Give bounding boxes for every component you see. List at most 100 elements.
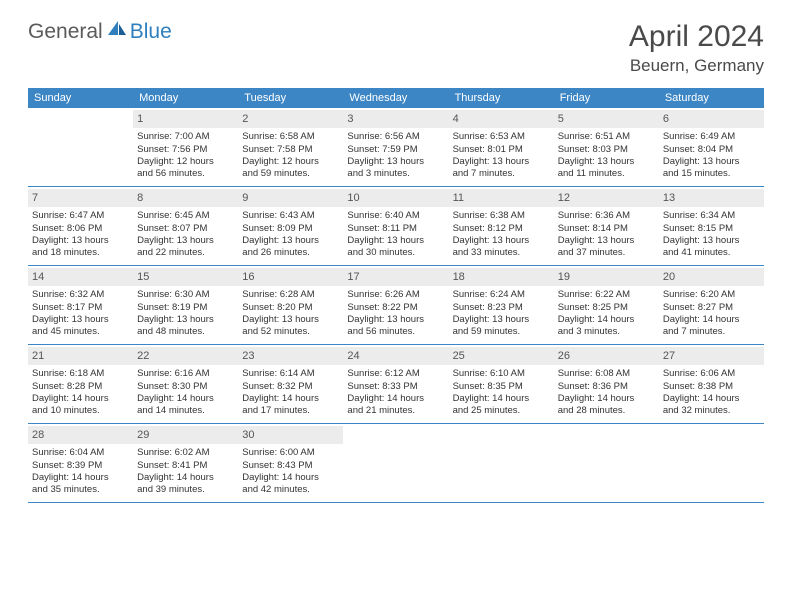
day-number: 24 xyxy=(343,347,448,365)
daylight-line-1: Daylight: 13 hours xyxy=(453,235,550,247)
day-cell: 29Sunrise: 6:02 AMSunset: 8:41 PMDayligh… xyxy=(133,424,238,502)
day-cell: 17Sunrise: 6:26 AMSunset: 8:22 PMDayligh… xyxy=(343,266,448,344)
day-number: 4 xyxy=(449,110,554,128)
sunset-line: Sunset: 8:15 PM xyxy=(663,223,760,235)
week-row: 21Sunrise: 6:18 AMSunset: 8:28 PMDayligh… xyxy=(28,345,764,424)
title-block: April 2024 Beuern, Germany xyxy=(629,20,764,76)
sunrise-line: Sunrise: 6:28 AM xyxy=(242,289,339,301)
sunset-line: Sunset: 8:36 PM xyxy=(558,381,655,393)
day-cell: 23Sunrise: 6:14 AMSunset: 8:32 PMDayligh… xyxy=(238,345,343,423)
daylight-line-2: and 11 minutes. xyxy=(558,168,655,180)
sunrise-line: Sunrise: 6:47 AM xyxy=(32,210,129,222)
daylight-line-1: Daylight: 14 hours xyxy=(663,314,760,326)
day-cell: 10Sunrise: 6:40 AMSunset: 8:11 PMDayligh… xyxy=(343,187,448,265)
daylight-line-2: and 18 minutes. xyxy=(32,247,129,259)
sunset-line: Sunset: 8:04 PM xyxy=(663,144,760,156)
day-cell: 28Sunrise: 6:04 AMSunset: 8:39 PMDayligh… xyxy=(28,424,133,502)
sunrise-line: Sunrise: 6:53 AM xyxy=(453,131,550,143)
day-cell: 21Sunrise: 6:18 AMSunset: 8:28 PMDayligh… xyxy=(28,345,133,423)
week-row: 14Sunrise: 6:32 AMSunset: 8:17 PMDayligh… xyxy=(28,266,764,345)
daylight-line-1: Daylight: 13 hours xyxy=(347,235,444,247)
sunset-line: Sunset: 8:22 PM xyxy=(347,302,444,314)
daylight-line-1: Daylight: 14 hours xyxy=(558,314,655,326)
sunrise-line: Sunrise: 6:40 AM xyxy=(347,210,444,222)
day-number: 23 xyxy=(238,347,343,365)
day-number: 18 xyxy=(449,268,554,286)
daylight-line-2: and 10 minutes. xyxy=(32,405,129,417)
sunrise-line: Sunrise: 6:14 AM xyxy=(242,368,339,380)
daylight-line-1: Daylight: 14 hours xyxy=(137,472,234,484)
daylight-line-1: Daylight: 14 hours xyxy=(242,472,339,484)
day-number: 15 xyxy=(133,268,238,286)
sunset-line: Sunset: 8:28 PM xyxy=(32,381,129,393)
day-cell xyxy=(449,424,554,502)
daylight-line-2: and 48 minutes. xyxy=(137,326,234,338)
week-row: 28Sunrise: 6:04 AMSunset: 8:39 PMDayligh… xyxy=(28,424,764,503)
sunset-line: Sunset: 8:30 PM xyxy=(137,381,234,393)
daylight-line-2: and 3 minutes. xyxy=(347,168,444,180)
sunset-line: Sunset: 8:07 PM xyxy=(137,223,234,235)
daylight-line-1: Daylight: 13 hours xyxy=(663,156,760,168)
day-number: 2 xyxy=(238,110,343,128)
daylight-line-2: and 30 minutes. xyxy=(347,247,444,259)
day-cell xyxy=(554,424,659,502)
day-number: 30 xyxy=(238,426,343,444)
daylight-line-2: and 14 minutes. xyxy=(137,405,234,417)
daylight-line-2: and 56 minutes. xyxy=(347,326,444,338)
sunrise-line: Sunrise: 7:00 AM xyxy=(137,131,234,143)
daylight-line-2: and 25 minutes. xyxy=(453,405,550,417)
day-number: 14 xyxy=(28,268,133,286)
sunrise-line: Sunrise: 6:56 AM xyxy=(347,131,444,143)
day-cell xyxy=(659,424,764,502)
daylight-line-1: Daylight: 13 hours xyxy=(663,235,760,247)
sunrise-line: Sunrise: 6:20 AM xyxy=(663,289,760,301)
daylight-line-1: Daylight: 14 hours xyxy=(663,393,760,405)
day-cell: 30Sunrise: 6:00 AMSunset: 8:43 PMDayligh… xyxy=(238,424,343,502)
day-number: 28 xyxy=(28,426,133,444)
daylight-line-1: Daylight: 13 hours xyxy=(242,314,339,326)
daylight-line-2: and 59 minutes. xyxy=(242,168,339,180)
daylight-line-2: and 17 minutes. xyxy=(242,405,339,417)
dow-cell: Wednesday xyxy=(343,88,448,108)
daylight-line-2: and 15 minutes. xyxy=(663,168,760,180)
header: General Blue April 2024 Beuern, Germany xyxy=(0,0,792,84)
day-number: 20 xyxy=(659,268,764,286)
daylight-line-2: and 21 minutes. xyxy=(347,405,444,417)
daylight-line-1: Daylight: 13 hours xyxy=(32,314,129,326)
daylight-line-2: and 7 minutes. xyxy=(663,326,760,338)
daylight-line-1: Daylight: 14 hours xyxy=(347,393,444,405)
sunrise-line: Sunrise: 6:00 AM xyxy=(242,447,339,459)
week-row: 7Sunrise: 6:47 AMSunset: 8:06 PMDaylight… xyxy=(28,187,764,266)
sunset-line: Sunset: 8:41 PM xyxy=(137,460,234,472)
sunrise-line: Sunrise: 6:43 AM xyxy=(242,210,339,222)
day-number: 6 xyxy=(659,110,764,128)
day-number: 29 xyxy=(133,426,238,444)
daylight-line-2: and 39 minutes. xyxy=(137,484,234,496)
day-cell: 20Sunrise: 6:20 AMSunset: 8:27 PMDayligh… xyxy=(659,266,764,344)
daylight-line-1: Daylight: 14 hours xyxy=(137,393,234,405)
day-cell: 19Sunrise: 6:22 AMSunset: 8:25 PMDayligh… xyxy=(554,266,659,344)
day-of-week-header: SundayMondayTuesdayWednesdayThursdayFrid… xyxy=(28,88,764,108)
dow-cell: Tuesday xyxy=(238,88,343,108)
sunset-line: Sunset: 8:09 PM xyxy=(242,223,339,235)
sunrise-line: Sunrise: 6:16 AM xyxy=(137,368,234,380)
sunrise-line: Sunrise: 6:22 AM xyxy=(558,289,655,301)
daylight-line-2: and 3 minutes. xyxy=(558,326,655,338)
daylight-line-1: Daylight: 13 hours xyxy=(137,314,234,326)
day-number: 7 xyxy=(28,189,133,207)
sunset-line: Sunset: 8:25 PM xyxy=(558,302,655,314)
day-cell: 5Sunrise: 6:51 AMSunset: 8:03 PMDaylight… xyxy=(554,108,659,186)
sunrise-line: Sunrise: 6:24 AM xyxy=(453,289,550,301)
day-number: 16 xyxy=(238,268,343,286)
day-number: 1 xyxy=(133,110,238,128)
daylight-line-2: and 56 minutes. xyxy=(137,168,234,180)
daylight-line-2: and 7 minutes. xyxy=(453,168,550,180)
day-cell: 14Sunrise: 6:32 AMSunset: 8:17 PMDayligh… xyxy=(28,266,133,344)
daylight-line-1: Daylight: 13 hours xyxy=(558,235,655,247)
sunset-line: Sunset: 8:33 PM xyxy=(347,381,444,393)
sunrise-line: Sunrise: 6:10 AM xyxy=(453,368,550,380)
sunrise-line: Sunrise: 6:49 AM xyxy=(663,131,760,143)
week-row: 1Sunrise: 7:00 AMSunset: 7:56 PMDaylight… xyxy=(28,108,764,187)
sunset-line: Sunset: 8:03 PM xyxy=(558,144,655,156)
sunset-line: Sunset: 8:01 PM xyxy=(453,144,550,156)
